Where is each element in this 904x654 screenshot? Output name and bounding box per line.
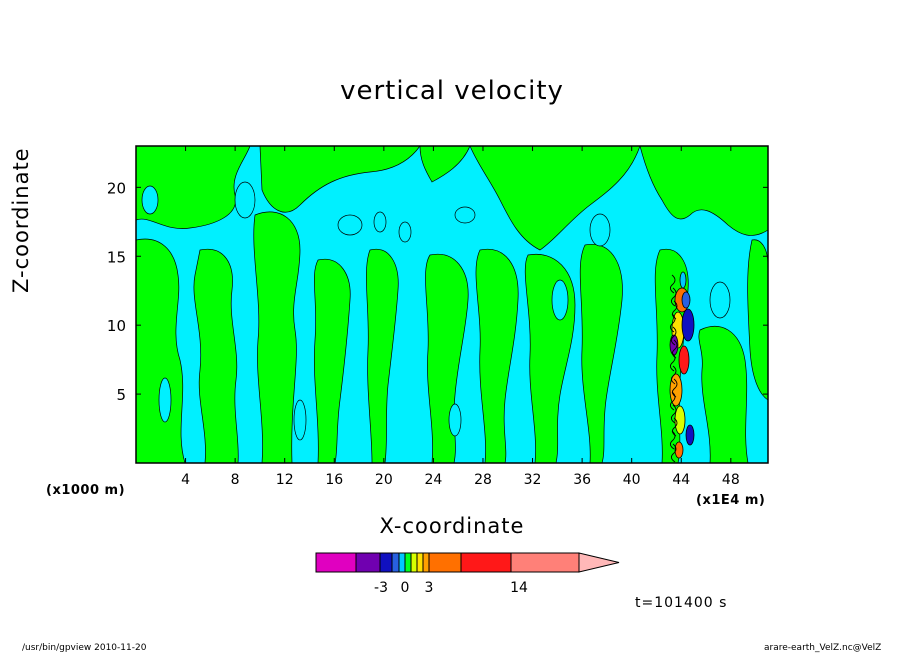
x-tick-label-32: 32 (524, 472, 542, 488)
colorbar-segment-1 (315, 552, 357, 573)
updraft-region-10 (475, 248, 519, 463)
updraft-region-8 (419, 146, 471, 183)
updraft-region-11 (469, 146, 641, 251)
x-tick-label-4: 4 (181, 472, 190, 488)
y-tick-label-5: 5 (116, 386, 126, 404)
x-tick-label-36: 36 (573, 472, 591, 488)
storm-core-cell-5 (681, 308, 695, 342)
storm-contour-8 (670, 365, 677, 385)
colorbar-segment-5 (398, 552, 406, 573)
colorbar-segment-2 (355, 552, 381, 573)
updraft-region-1 (136, 146, 251, 229)
x-unit-left: (x1000 m) (46, 483, 126, 498)
storm-contour-11 (670, 404, 677, 424)
colorbar-segment-4 (391, 552, 400, 573)
updraft-region-4 (259, 146, 421, 213)
x-tick-label-24: 24 (424, 472, 442, 488)
storm-contour-3 (671, 300, 678, 320)
storm-contour-9 (671, 378, 678, 398)
downdraft-cell-2 (234, 181, 256, 219)
colorbar-tick-label-2: 0 (401, 580, 410, 596)
x-axis-label: X-coordinate (379, 514, 525, 538)
storm-contour-5 (670, 326, 677, 346)
y-tick-label-20: 20 (107, 179, 126, 197)
y-axis-label: Z-coordinate (9, 147, 34, 293)
x-tick-label-16: 16 (325, 472, 343, 488)
colorbar: -3 0 3 14 (315, 552, 620, 596)
storm-contour-6 (671, 339, 678, 359)
storm-contour-10 (669, 391, 676, 411)
downdraft-cell-10 (158, 377, 172, 423)
x-tick-label-48: 48 (722, 472, 740, 488)
downdraft-cell-3 (337, 214, 363, 236)
updraft-region-17 (747, 239, 768, 401)
updraft-region-13 (579, 244, 623, 463)
updraft-region-7 (366, 248, 399, 463)
plot-frame (135, 145, 769, 464)
colorbar-segment-9 (422, 552, 430, 573)
plot-area (135, 145, 769, 464)
y-tick-label-10: 10 (107, 317, 126, 335)
storm-contour-4 (669, 313, 676, 333)
storm-contour-12 (671, 417, 678, 437)
storm-contour-13 (669, 430, 676, 450)
storm-contour-14 (670, 443, 677, 463)
footer-program: /usr/bin/gpview 2010-11-20 (22, 643, 147, 653)
storm-core-cell-10 (679, 271, 687, 289)
downdraft-cell-1 (141, 185, 159, 215)
x-tick-label-20: 20 (375, 472, 393, 488)
updraft-region-2 (136, 238, 186, 463)
colorbar-tick-label-1: -3 (374, 580, 388, 596)
colorbar-segment-12 (510, 552, 580, 573)
x-tick-label-40: 40 (623, 472, 641, 488)
colorbar-segment-3 (379, 552, 393, 573)
updraft-region-6 (313, 258, 351, 463)
colorbar-extend-arrow (578, 552, 620, 573)
footer-source: arare-earth_VelZ.nc@VelZ (764, 643, 882, 653)
downdraft-cell-7 (589, 213, 611, 247)
updraft-region-3 (193, 248, 239, 463)
storm-core-cell-6 (681, 291, 691, 309)
updraft-region-9 (425, 253, 469, 463)
storm-contour-2 (670, 287, 677, 307)
x-tick-label-8: 8 (231, 472, 240, 488)
downdraft-cell-5 (398, 221, 412, 243)
chart-title: vertical velocity (340, 76, 564, 106)
downdraft-cell-11 (293, 399, 307, 441)
y-tick-label-15: 15 (107, 248, 126, 266)
x-tick-label-12: 12 (276, 472, 294, 488)
updraft-region-5 (253, 211, 301, 463)
colorbar-segment-6 (404, 552, 412, 573)
storm-core-cell-7 (674, 405, 686, 435)
downdraft-cell-12 (448, 403, 462, 437)
x-tick-label-28: 28 (474, 472, 492, 488)
colorbar-tick-label-3: 3 (425, 580, 434, 596)
colorbar-segment-10 (428, 552, 462, 573)
downdraft-cell-6 (454, 206, 476, 224)
x-tick-label-44: 44 (672, 472, 690, 488)
colorbar-segment-7 (410, 552, 418, 573)
storm-core-cell-3 (678, 345, 690, 375)
colorbar-segment-8 (416, 552, 424, 573)
storm-core-cell-8 (685, 424, 695, 446)
colorbar-segment-11 (460, 552, 512, 573)
storm-contour-7 (669, 352, 676, 372)
time-label: t=101400 s (635, 595, 728, 611)
downdraft-cell-8 (551, 279, 569, 321)
downdraft-cell-4 (373, 211, 387, 233)
storm-core-cell-11 (674, 441, 684, 459)
x-unit-right: (x1E4 m) (696, 493, 766, 508)
storm-contour-1 (669, 274, 676, 294)
colorbar-tick-label-4: 14 (510, 580, 528, 596)
updraft-region-14 (639, 146, 768, 236)
downdraft-cell-9 (709, 281, 731, 319)
